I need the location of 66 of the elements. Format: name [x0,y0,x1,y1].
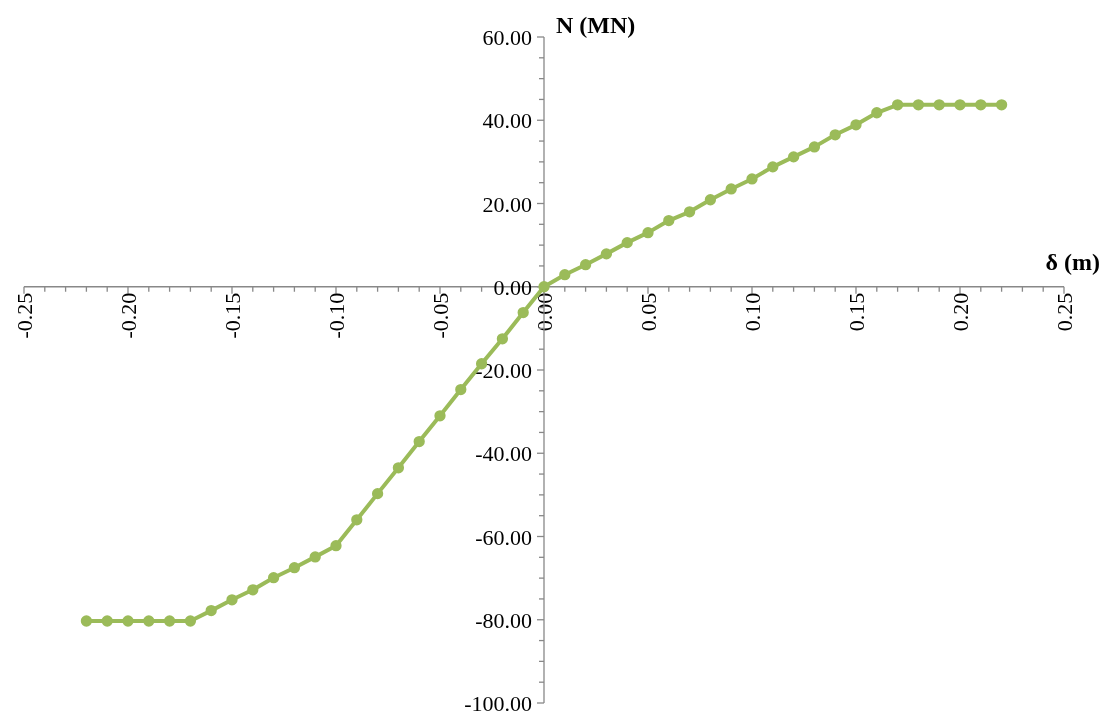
point [517,306,529,319]
point [642,227,654,239]
point [850,119,862,131]
x-tick-label: 0.20 [948,292,973,332]
point [704,194,717,206]
point [808,141,821,153]
point [891,99,904,111]
x-tick-label: -0.15 [220,292,245,339]
point [767,161,779,173]
x-tick-label: -0.20 [116,292,141,339]
point [663,214,675,227]
y-tick-label: -40.00 [475,441,532,467]
point [829,129,841,141]
point [80,615,93,627]
point [267,572,280,584]
point [600,248,613,260]
y-tick-label: 20.00 [482,191,532,217]
y-tick-label: -100.00 [464,691,532,715]
point [746,173,758,185]
point [330,540,342,552]
point [351,514,363,526]
x-tick-label: -0.25 [12,292,37,339]
point [247,584,259,596]
point [163,615,176,627]
point [725,183,737,195]
x-axis-title: δ (m) [1045,248,1100,275]
point [912,99,925,111]
point [559,269,571,281]
y-tick-label: 40.00 [482,108,532,134]
point [621,237,633,249]
x-tick-label: 0.25 [1052,292,1077,332]
point [371,488,384,500]
x-tick-label: 0.10 [740,292,765,332]
point [122,615,134,627]
point [995,99,1008,111]
point [787,151,800,163]
point [496,333,509,345]
point [579,259,592,271]
x-tick-label: 0.05 [636,292,661,332]
y-tick-label: -20.00 [475,358,532,383]
x-tick-label: -0.05 [428,292,453,339]
y-axis-title: N (MN) [556,12,636,38]
x-tick-label: -0.10 [324,292,349,339]
point [538,281,550,293]
y-tick-label: 0.00 [493,274,532,300]
point [288,562,301,574]
point [309,551,321,563]
point [413,435,425,448]
point [975,99,987,111]
x-tick-label: 0.00 [532,292,557,332]
point [871,107,883,119]
point [184,615,197,627]
x-tick-label: 0.15 [844,292,869,332]
point [205,604,217,617]
point [434,410,446,422]
point [683,206,696,218]
y-tick-label: 60.00 [482,25,532,50]
point [392,462,405,474]
y-tick-label: -60.00 [475,524,532,550]
point [143,615,155,627]
point [226,594,238,606]
point [455,383,467,396]
point [954,99,966,111]
point [933,99,945,111]
point [101,615,113,627]
y-tick-label: -80.00 [475,607,532,633]
